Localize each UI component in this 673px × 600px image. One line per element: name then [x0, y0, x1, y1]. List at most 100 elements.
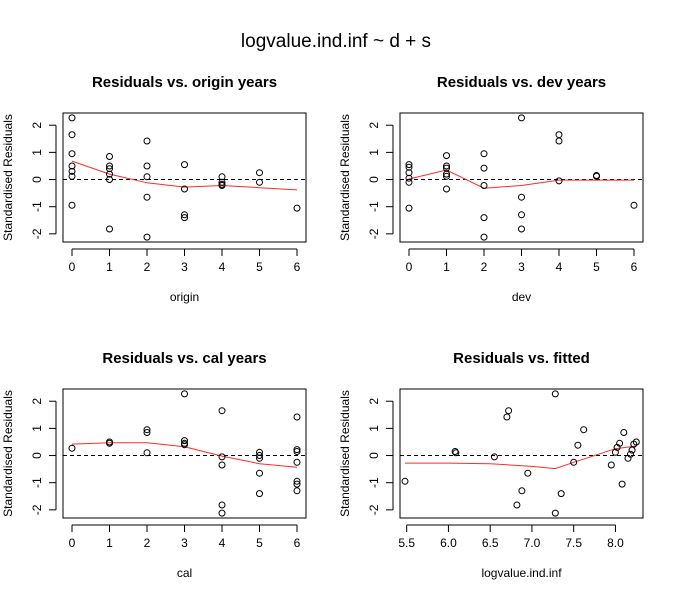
y-axis: -2 -1 0 1 2 [367, 398, 394, 515]
residual-point [256, 169, 263, 177]
y-tick-label: -1 [367, 201, 381, 212]
x-axis-label: logvalue.ind.inf [481, 566, 562, 580]
y-tick-label: -2 [367, 504, 381, 515]
residual-point [401, 477, 409, 485]
x-tick-label: 5 [256, 260, 263, 274]
residual-point [256, 469, 263, 477]
residual-point [293, 413, 301, 421]
x-axis: 0 1 2 3 4 5 6 [69, 524, 301, 550]
plot-title: Residuals vs. origin years [92, 74, 277, 91]
x-tick-label: 4 [219, 260, 226, 274]
residual-point [480, 182, 488, 189]
residual-point [143, 137, 151, 145]
residual-point [181, 441, 188, 449]
residual-point [593, 172, 600, 180]
residual-point [555, 137, 563, 145]
y-axis-label: Standardised Residuals [338, 390, 352, 517]
residual-point [443, 152, 450, 160]
x-axis: 5.5 6.0 6.5 7.0 7.5 8.0 [398, 524, 624, 550]
residual-point [616, 439, 624, 447]
plot-panel-2: Residuals vs. dev years 0 1 2 3 4 5 6 -2 -1 0 1 2 dev… [338, 74, 644, 304]
residual-point [106, 153, 113, 160]
residual-point [405, 163, 413, 171]
residual-point [293, 448, 301, 455]
residual-point [618, 480, 626, 488]
x-tick-label: 7.0 [524, 536, 541, 550]
residual-point [451, 448, 459, 455]
x-tick-label: 0 [406, 260, 413, 274]
residual-point [68, 172, 76, 180]
plot-panels: Residuals vs. origin years 0 1 2 3 4 5 6 -2 -1 0 1 2… [1, 74, 644, 580]
x-tick-label: 6 [631, 260, 638, 274]
plot-title: Residuals vs. dev years [437, 74, 606, 91]
residual-point [293, 477, 301, 485]
residual-point [181, 211, 188, 219]
y-axis: -2 -1 0 1 2 [30, 398, 57, 515]
residual-point [480, 164, 488, 172]
residual-point [505, 407, 513, 415]
y-tick-label: 2 [30, 122, 44, 129]
residual-point [181, 390, 188, 398]
x-tick-label: 1 [106, 260, 113, 274]
smoothed-trend-line [408, 169, 634, 189]
x-tick-label: 2 [144, 260, 151, 274]
residual-point [106, 165, 113, 173]
x-tick-label: 1 [443, 260, 450, 274]
plot-title: Residuals vs. cal years [102, 350, 266, 367]
residual-point [106, 176, 113, 183]
x-tick-label: 2 [481, 260, 488, 274]
residual-point [143, 173, 151, 181]
y-tick-label: 1 [30, 149, 44, 156]
y-tick-label: 0 [367, 176, 381, 183]
y-tick-label: 0 [30, 452, 44, 459]
y-tick-label: 1 [30, 425, 44, 432]
residual-point [452, 449, 460, 457]
residual-point [574, 441, 582, 449]
residual-point [518, 193, 525, 201]
residual-point [293, 480, 301, 488]
x-tick-label: 6 [294, 260, 301, 274]
y-tick-label: 2 [367, 398, 381, 405]
residual-point [218, 509, 226, 517]
residual-point [218, 182, 226, 189]
plot-frame [399, 388, 644, 519]
residual-point [555, 177, 563, 185]
x-tick-label: 3 [518, 260, 525, 274]
residual-point [607, 461, 615, 469]
residual-point [106, 170, 113, 178]
y-axis: -2 -1 0 1 2 [30, 122, 57, 239]
y-tick-label: -1 [30, 477, 44, 488]
x-tick-label: 6.0 [440, 536, 457, 550]
residual-point [181, 161, 188, 169]
plot-panel-3: Residuals vs. cal years 0 1 2 3 4 5 6 -2 -1 0 1 2 cal… [1, 350, 307, 580]
residual-point [68, 162, 76, 170]
residual-point [256, 452, 263, 459]
residual-point [68, 201, 76, 209]
x-tick-label: 4 [556, 260, 563, 274]
x-axis-label: cal [177, 566, 192, 580]
y-axis: -2 -1 0 1 2 [367, 122, 394, 239]
residual-point [218, 501, 226, 509]
residual-point [490, 453, 498, 461]
x-tick-label: 7.5 [565, 536, 582, 550]
y-tick-label: -2 [30, 228, 44, 239]
residual-point [632, 438, 640, 446]
y-tick-label: 2 [30, 398, 44, 405]
y-tick-label: 1 [367, 149, 381, 156]
residual-point [480, 233, 488, 241]
x-tick-label: 5.5 [398, 536, 415, 550]
residual-point [443, 170, 450, 178]
residual-point [68, 131, 76, 139]
x-tick-label: 0 [69, 536, 76, 550]
figure-title: logvalue.ind.inf ~ d + s [241, 31, 431, 52]
residual-point [405, 204, 413, 212]
plot-frame [399, 112, 644, 243]
residual-point [256, 178, 263, 186]
residual-point [503, 413, 511, 421]
x-tick-label: 5 [256, 536, 263, 550]
residual-point [570, 458, 578, 466]
x-tick-label: 2 [144, 536, 151, 550]
residual-point [551, 509, 559, 517]
residual-points [68, 390, 301, 517]
